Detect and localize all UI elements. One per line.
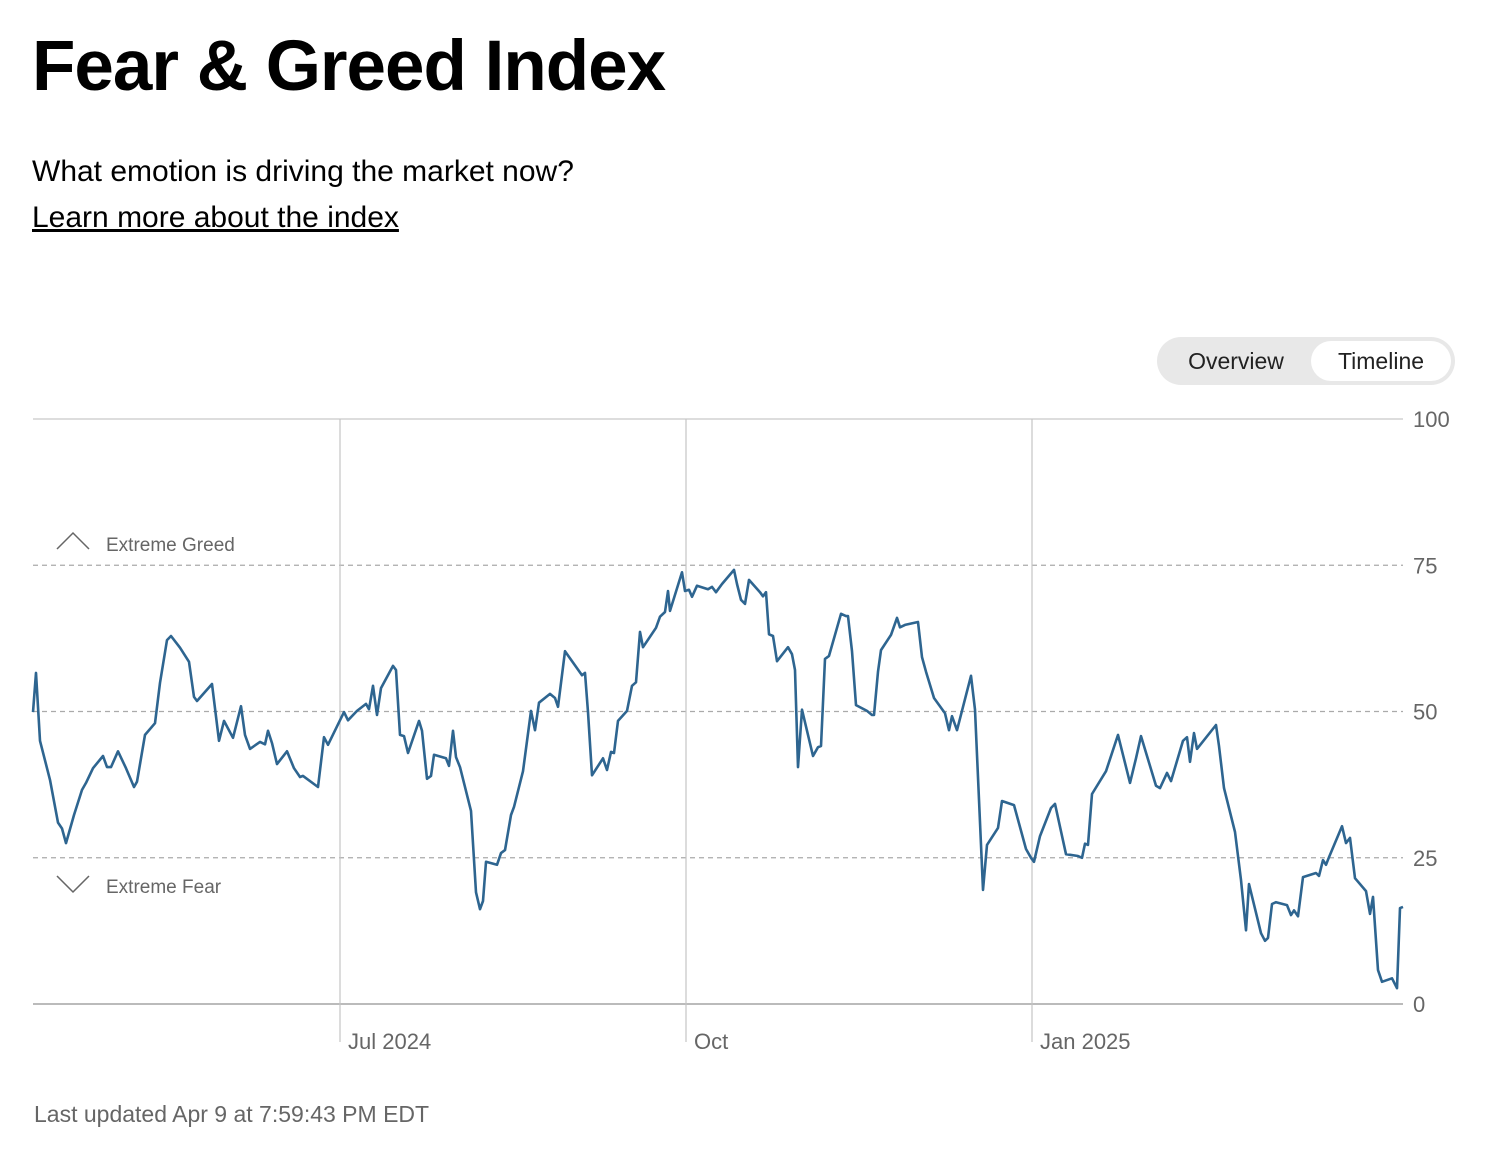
chart: Extreme Greed Extreme Fear 0 25 50 75 100 Jul… (31, 407, 1450, 1054)
learn-more-link[interactable]: Learn more about the index (32, 201, 399, 234)
last-updated: Last updated Apr 9 at 7:59:43 PM EDT (34, 1101, 430, 1127)
x-tick-label: Jan 2025 (1040, 1029, 1131, 1054)
fear-chevron (56, 875, 90, 894)
greed-chevron (56, 531, 90, 550)
x-tick-label: Jul 2024 (348, 1029, 431, 1054)
y-tick-label: 75 (1413, 553, 1437, 578)
index-line (31, 568, 1404, 990)
title: Fear & Greed Index (32, 27, 666, 106)
subtitle: What emotion is driving the market now? (32, 155, 574, 188)
view-toggle: Overview Timeline (1157, 337, 1455, 385)
annotation: Extreme Greed (106, 535, 235, 556)
overview-tab[interactable]: Overview (1188, 348, 1284, 374)
y-tick-label: 50 (1413, 700, 1437, 725)
y-tick-label: 25 (1413, 846, 1437, 871)
x-tick-label: Oct (694, 1029, 728, 1054)
y-tick-label: 100 (1413, 407, 1450, 432)
y-tick-label: 0 (1413, 992, 1425, 1017)
annotation: Extreme Fear (106, 877, 222, 898)
timeline-tab[interactable]: Timeline (1311, 341, 1451, 381)
